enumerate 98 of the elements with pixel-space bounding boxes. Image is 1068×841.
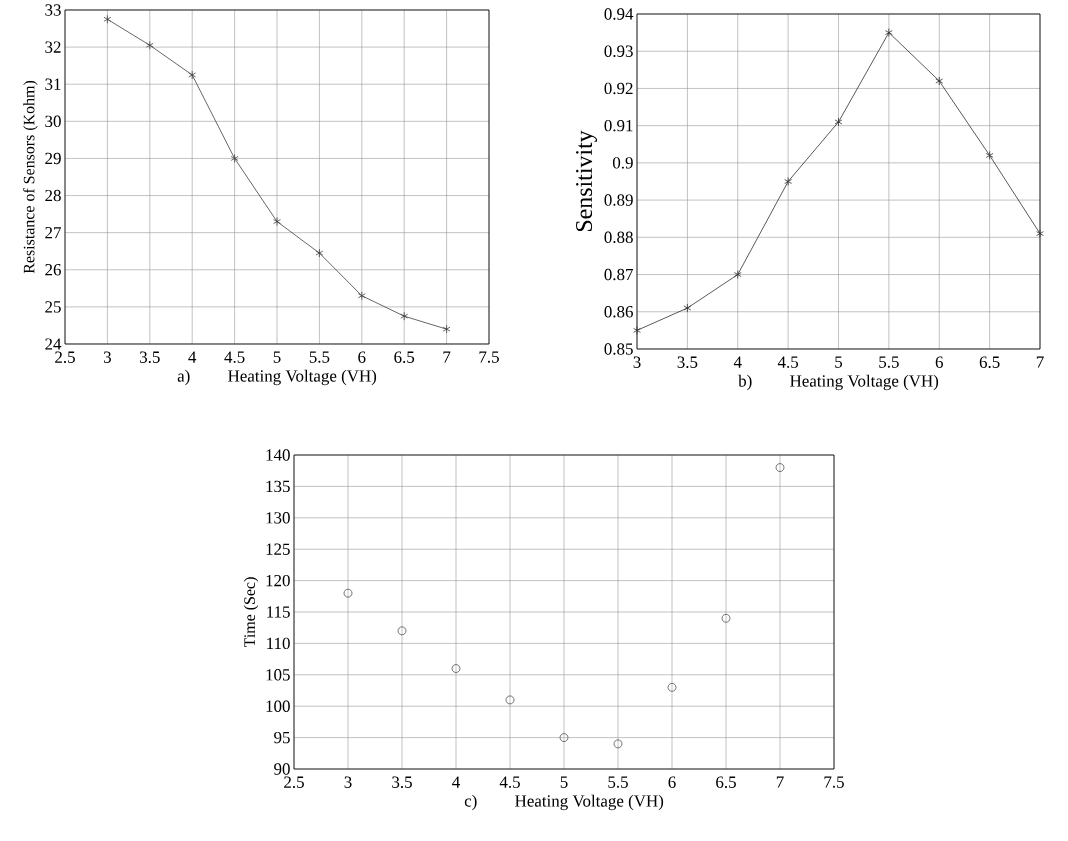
point [397, 626, 407, 636]
x-tick-label: 3 [103, 351, 111, 363]
y-tick-label: 115 [267, 606, 290, 618]
point [775, 463, 785, 472]
x-tick-label: 5.5 [608, 776, 628, 788]
x-tick-label: 4.5 [777, 356, 799, 368]
y-axis-title: Resistance of Sensors (Kohm) [23, 80, 38, 274]
y-tick-label: 0.94 [604, 8, 634, 20]
y-tick-label: 24 [45, 338, 62, 350]
y-tick-label: 130 [266, 512, 290, 524]
point [721, 613, 731, 623]
point [103, 14, 112, 24]
text: c) [464, 794, 477, 811]
x-tick-label: 5.5 [309, 351, 330, 363]
y-tick-label: 100 [266, 700, 290, 712]
point [733, 270, 742, 279]
point [442, 324, 451, 334]
point [559, 733, 569, 742]
y-tick-label: 0.89 [604, 194, 633, 206]
y-tick-label: 0.85 [604, 343, 633, 355]
y-tick-label: 125 [266, 543, 290, 555]
x-axis-title: Heating Voltage (VH) [515, 794, 664, 811]
text: a) [177, 369, 190, 386]
x-tick-label: 3.5 [140, 351, 160, 363]
x-tick-label: 5.5 [879, 356, 899, 368]
x-tick-label: 7 [1036, 356, 1044, 368]
x-tick-label: 7 [776, 776, 784, 788]
point [145, 40, 154, 50]
x-tick-label: 6 [668, 776, 676, 788]
point [1036, 229, 1044, 238]
y-axis-title: Sensitivity [576, 130, 597, 232]
y-tick-label: 0.87 [604, 268, 633, 281]
y-tick-label: 0.93 [604, 45, 633, 57]
point [188, 70, 197, 80]
x-tick-label: 3.5 [392, 776, 412, 788]
x-tick-label: 6.5 [394, 351, 415, 363]
y-tick-label: 29 [45, 152, 61, 165]
text: b) [738, 374, 752, 391]
y-tick-label: 135 [266, 480, 290, 493]
y-tick-label: 120 [266, 574, 290, 587]
point [357, 291, 366, 301]
point [400, 311, 409, 321]
y-tick-label: 30 [45, 115, 61, 128]
x-tick-label: 7.5 [824, 776, 844, 788]
point [683, 303, 692, 313]
point [935, 76, 944, 86]
x-tick-label: 2.5 [284, 776, 304, 788]
y-tick-label: 0.91 [604, 119, 633, 132]
point [230, 154, 239, 163]
point [451, 664, 461, 673]
x-tick-label: 4 [733, 356, 742, 368]
y-tick-label: 26 [45, 264, 61, 276]
point [273, 217, 281, 226]
y-tick-label: 25 [45, 301, 61, 313]
x-tick-label: 7 [443, 351, 451, 363]
point [505, 695, 515, 705]
x-tick-label: 3 [633, 356, 641, 368]
y-tick-label: 0.86 [604, 306, 633, 318]
y-tick-label: 110 [267, 637, 290, 650]
point [784, 177, 792, 186]
x-tick-label: 6.5 [979, 356, 1000, 368]
y-tick-label: 32 [45, 41, 61, 53]
y-tick-label: 105 [266, 669, 290, 681]
x-tick-label: 3.5 [677, 356, 698, 368]
x-tick-label: 5 [273, 351, 281, 363]
x-tick-label: 6 [358, 351, 366, 363]
y-tick-label: 95 [274, 731, 290, 744]
point [667, 682, 677, 692]
point [633, 326, 641, 335]
x-tick-label: 4.5 [499, 776, 520, 788]
y-tick-label: 33 [45, 4, 61, 16]
point [315, 248, 324, 258]
x-tick-label: 5 [560, 776, 568, 788]
y-tick-label: 27 [45, 227, 61, 239]
y-tick-label: 90 [274, 763, 290, 775]
y-tick-label: 0.92 [604, 82, 633, 95]
y-tick-label: 31 [45, 78, 61, 90]
y-axis-title: Time (Sec) [243, 577, 259, 648]
point [885, 28, 893, 37]
x-axis-title: Heating Voltage (VH) [790, 374, 939, 391]
x-tick-label: 6.5 [716, 776, 736, 788]
x-tick-label: 5 [835, 356, 843, 368]
x-tick-label: 7.5 [479, 351, 499, 363]
x-tick-label: 4 [188, 351, 197, 363]
x-tick-label: 4 [452, 776, 460, 788]
x-axis-title: Heating Voltage (VH) [228, 369, 377, 386]
point [985, 151, 994, 160]
point [834, 117, 843, 127]
y-tick-label: 140 [266, 449, 290, 461]
point [613, 739, 623, 749]
x-tick-label: 3 [344, 776, 352, 788]
y-tick-label: 0.88 [604, 231, 633, 244]
x-tick-label: 2.5 [55, 351, 75, 363]
x-tick-label: 4.5 [224, 351, 245, 363]
y-tick-label: 0.9 [612, 157, 633, 169]
y-tick-label: 28 [45, 189, 61, 202]
point [343, 588, 353, 598]
x-tick-label: 6 [935, 356, 943, 368]
